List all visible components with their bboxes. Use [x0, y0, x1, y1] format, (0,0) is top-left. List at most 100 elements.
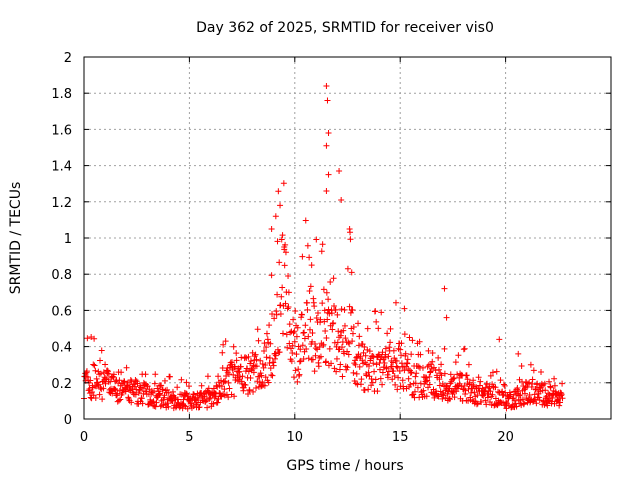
y-tick-label: 1.2 — [51, 196, 72, 211]
data-point — [494, 401, 501, 408]
data-point — [452, 359, 459, 366]
data-point — [139, 400, 146, 407]
data-point — [503, 398, 510, 405]
y-tick-label: 2 — [64, 51, 72, 66]
data-point — [346, 225, 353, 232]
data-point — [336, 366, 343, 373]
data-point — [286, 340, 293, 347]
data-point — [461, 345, 468, 352]
data-point — [286, 321, 293, 328]
data-point — [376, 360, 383, 367]
data-point — [497, 377, 504, 384]
data-point — [239, 373, 246, 380]
data-point — [545, 397, 552, 404]
data-point — [362, 352, 369, 359]
data-point — [551, 375, 558, 382]
data-point — [414, 384, 421, 391]
data-point — [489, 391, 496, 398]
data-point — [278, 236, 285, 243]
data-point — [115, 397, 122, 404]
data-point — [391, 355, 398, 362]
data-point — [307, 283, 314, 290]
data-point — [535, 394, 542, 401]
data-point — [337, 361, 344, 368]
data-point — [230, 371, 237, 378]
data-point — [433, 390, 440, 397]
x-tick-label: 10 — [287, 430, 304, 445]
data-point — [350, 324, 357, 331]
data-point — [447, 371, 454, 378]
data-point — [349, 330, 356, 337]
data-point — [334, 311, 341, 318]
data-point — [303, 346, 310, 353]
data-point — [105, 368, 112, 375]
data-point — [559, 395, 566, 402]
data-point — [435, 354, 442, 361]
data-point — [487, 398, 494, 405]
x-tick-label: 5 — [185, 430, 193, 445]
data-point — [225, 379, 232, 386]
data-point — [435, 393, 442, 400]
data-point — [484, 394, 491, 401]
data-point — [261, 382, 268, 389]
data-point — [381, 360, 388, 367]
data-point — [373, 318, 380, 325]
data-point — [401, 331, 408, 338]
data-point — [225, 394, 232, 401]
data-point — [205, 385, 212, 392]
data-point — [496, 336, 503, 343]
data-point — [198, 382, 205, 389]
data-point — [376, 366, 383, 373]
data-point — [338, 306, 345, 313]
data-point — [413, 370, 420, 377]
data-point — [184, 405, 191, 412]
data-point — [325, 171, 332, 178]
data-point — [521, 400, 528, 407]
data-point — [416, 338, 423, 345]
data-point — [277, 310, 284, 317]
data-point — [258, 372, 265, 379]
data-point — [436, 382, 443, 389]
data-point — [486, 385, 493, 392]
data-point — [306, 288, 313, 295]
data-point — [150, 398, 157, 405]
data-point — [323, 142, 330, 149]
data-point — [250, 388, 257, 395]
data-point — [365, 386, 372, 393]
data-point — [443, 382, 450, 389]
data-point — [482, 384, 489, 391]
data-point — [544, 402, 551, 409]
data-point — [278, 293, 285, 300]
data-point — [111, 385, 118, 392]
data-point — [366, 362, 373, 369]
data-point — [349, 338, 356, 345]
y-tick-label: 0.2 — [51, 377, 72, 392]
data-point — [202, 398, 209, 405]
data-point — [373, 361, 380, 368]
data-point — [492, 384, 499, 391]
data-point — [151, 403, 158, 410]
data-point — [293, 351, 300, 358]
data-point — [107, 378, 114, 385]
data-point — [429, 350, 436, 357]
data-point — [271, 315, 278, 322]
data-point — [295, 366, 302, 373]
data-point — [216, 390, 223, 397]
data-point — [538, 369, 545, 376]
data-point — [325, 296, 332, 303]
data-point — [551, 382, 558, 389]
x-axis-label: GPS time / hours — [286, 458, 403, 474]
data-point — [482, 397, 489, 404]
data-point — [396, 367, 403, 374]
data-point — [493, 368, 500, 375]
data-point — [366, 348, 373, 355]
data-point — [231, 393, 238, 400]
data-point — [324, 97, 331, 104]
data-point — [437, 388, 444, 395]
data-point — [292, 308, 299, 315]
data-point — [306, 326, 313, 333]
data-point — [408, 369, 415, 376]
data-point — [317, 353, 324, 360]
data-point — [375, 325, 382, 332]
data-point — [255, 337, 262, 344]
